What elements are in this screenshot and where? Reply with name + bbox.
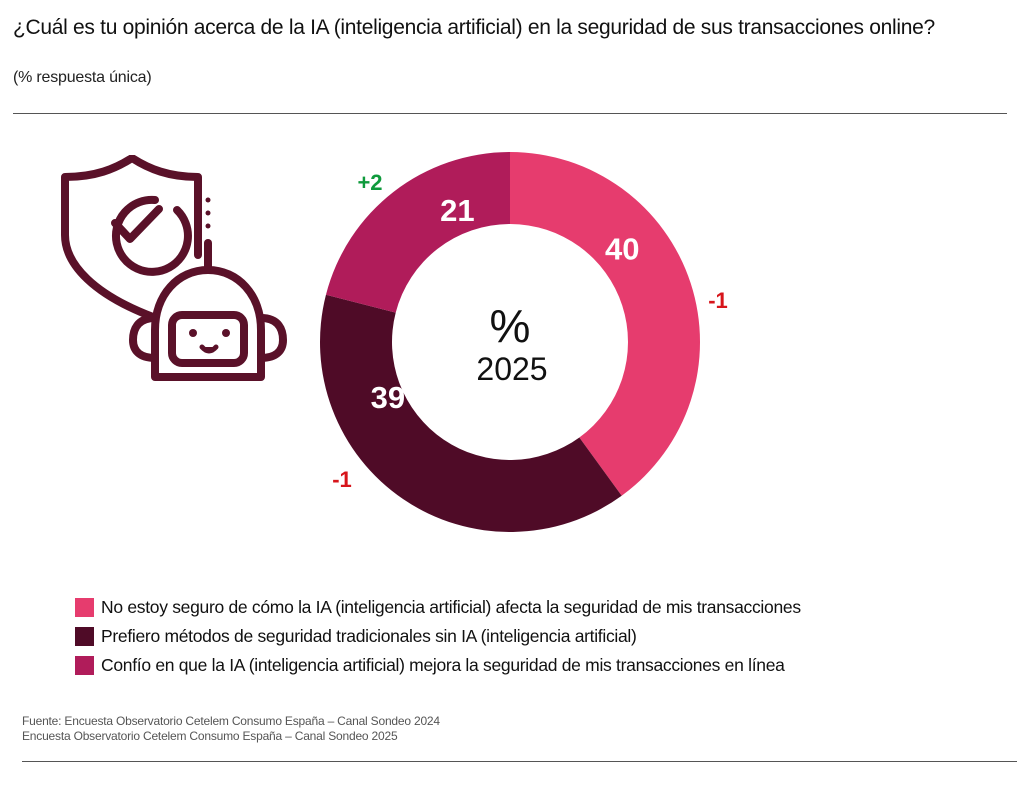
source-line-2: Encuesta Observatorio Cetelem Consumo Es…: [22, 729, 398, 743]
legend-item: No estoy seguro de cómo la IA (inteligen…: [75, 593, 801, 622]
slice-value-label: 21: [440, 193, 474, 228]
bottom-divider: [22, 761, 1017, 762]
slice-change-label: +2: [357, 170, 382, 195]
legend-label: Prefiero métodos de seguridad tradiciona…: [101, 626, 637, 646]
center-year-label: 2025: [476, 351, 547, 387]
legend-item: Prefiero métodos de seguridad tradiciona…: [75, 622, 801, 651]
legend-label: No estoy seguro de cómo la IA (inteligen…: [101, 597, 801, 617]
legend-label: Confío en que la IA (inteligencia artifi…: [101, 655, 785, 675]
slice-value-label: 40: [605, 232, 639, 267]
legend-swatch: [75, 598, 94, 617]
donut-slice: [510, 152, 701, 496]
slice-change-label: -1: [332, 467, 352, 492]
donut-slice: [325, 152, 510, 313]
chart-title: ¿Cuál es tu opinión acerca de la IA (int…: [13, 16, 935, 39]
source-note: Fuente: Encuesta Observatorio Cetelem Co…: [22, 714, 440, 744]
legend: No estoy seguro de cómo la IA (inteligen…: [75, 593, 801, 680]
slice-change-label: -1: [708, 288, 728, 313]
top-divider: [13, 113, 1007, 114]
legend-swatch: [75, 627, 94, 646]
source-line-1: Fuente: Encuesta Observatorio Cetelem Co…: [22, 714, 440, 728]
slice-value-label: 39: [371, 380, 405, 415]
chart-subtitle: (% respuesta única): [13, 69, 152, 86]
legend-item: Confío en que la IA (inteligencia artifi…: [75, 651, 801, 680]
legend-swatch: [75, 656, 94, 675]
donut-slice: [319, 294, 622, 533]
shield-outline: [61, 154, 202, 321]
shield-check-robot-icon: [55, 154, 295, 390]
check-mark: [111, 205, 163, 243]
center-percent-symbol: %: [490, 300, 531, 352]
